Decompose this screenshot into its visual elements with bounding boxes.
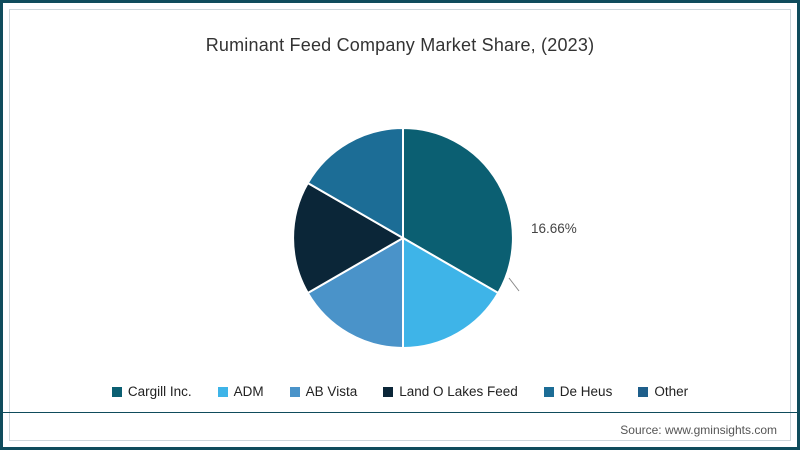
legend-item-deheus[interactable]: De Heus [544, 384, 613, 399]
legend-label-adm: ADM [234, 384, 264, 399]
legend-swatch-landolakes [383, 387, 393, 397]
legend-swatch-deheus [544, 387, 554, 397]
chart-title: Ruminant Feed Company Market Share, (202… [3, 35, 797, 56]
callout-leader-line [509, 278, 519, 291]
legend-label-abvista: AB Vista [306, 384, 358, 399]
chart-card: Ruminant Feed Company Market Share, (202… [0, 0, 800, 450]
legend-item-landolakes[interactable]: Land O Lakes Feed [383, 384, 518, 399]
legend-label-landolakes: Land O Lakes Feed [399, 384, 518, 399]
pie-chart-area: 16.66% [3, 93, 800, 383]
legend-label-deheus: De Heus [560, 384, 613, 399]
legend-item-cargill[interactable]: Cargill Inc. [112, 384, 192, 399]
legend-item-other[interactable]: Other [638, 384, 688, 399]
legend-swatch-abvista [290, 387, 300, 397]
pie-chart-svg [213, 93, 593, 383]
legend-swatch-other [638, 387, 648, 397]
legend-label-cargill: Cargill Inc. [128, 384, 192, 399]
legend-swatch-adm [218, 387, 228, 397]
legend-swatch-cargill [112, 387, 122, 397]
source-label: Source: www.gminsights.com [620, 423, 777, 437]
legend-item-abvista[interactable]: AB Vista [290, 384, 358, 399]
slice-percentage-label: 16.66% [531, 221, 577, 236]
legend: Cargill Inc. ADM AB Vista Land O Lakes F… [3, 384, 797, 399]
footer-divider [3, 412, 797, 413]
legend-item-adm[interactable]: ADM [218, 384, 264, 399]
legend-label-other: Other [654, 384, 688, 399]
